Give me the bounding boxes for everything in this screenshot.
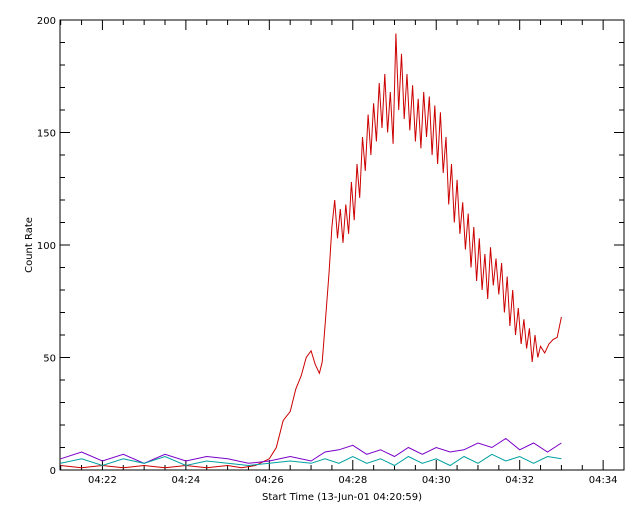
series-line-2 [60,437,562,464]
y-tick-label: 50 [43,354,56,365]
series-line-1 [60,33,562,469]
series-group [60,33,562,469]
y-tick-label: 150 [37,129,56,140]
y-axis-label: Count Rate [24,217,35,273]
x-tick-label: 04:22 [88,475,117,486]
x-tick-label: 04:30 [422,475,451,486]
y-tick-label: 200 [37,16,56,27]
y-axis-ticks: 0 50 100 150 200 [37,16,624,477]
y-tick-label: 100 [37,241,56,252]
x-tick-label: 04:24 [171,475,200,486]
series-line-3 [60,453,562,467]
x-tick-label: 04:34 [589,475,618,486]
x-tick-label: 04:28 [338,475,367,486]
plot-frame [59,19,625,471]
x-tick-label: 04:32 [505,475,534,486]
y-tick-label: 0 [50,466,56,477]
x-axis-ticks: 04:22 04:24 04:26 04:28 04:30 04:32 04:34 [60,20,625,486]
x-axis-label: Start Time (13-Jun-01 04:20:59) [262,492,422,503]
x-tick-label: 04:26 [255,475,284,486]
